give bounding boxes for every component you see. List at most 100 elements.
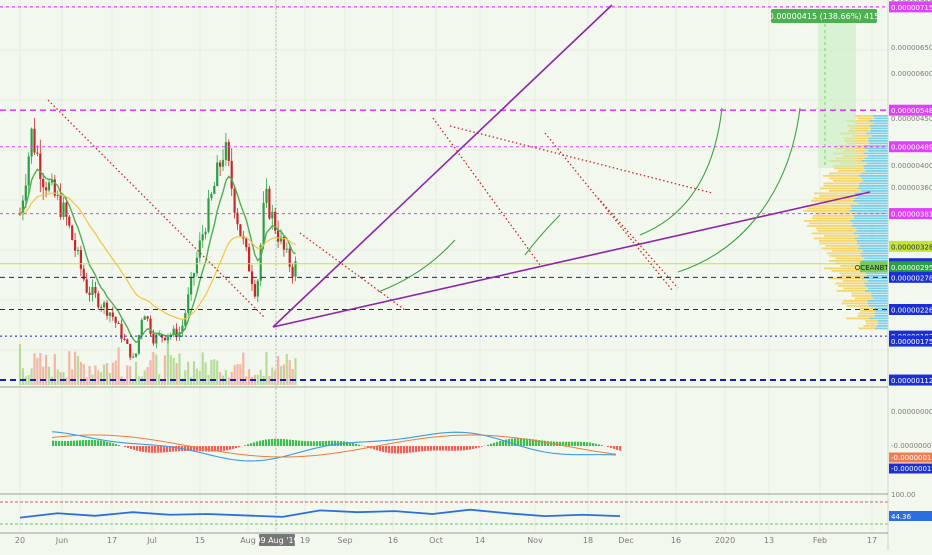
macd-histogram-bar: [208, 446, 210, 452]
macd-histogram-bar: [304, 441, 306, 446]
profile-bar-down: [863, 153, 888, 155]
profile-bar-down: [854, 215, 888, 217]
x-axis-label: 09 Aug '19: [255, 536, 298, 545]
macd-histogram-bar: [451, 446, 453, 451]
x-axis-label: 19: [300, 536, 310, 545]
macd-histogram-bar: [580, 442, 582, 446]
candle-body: [292, 267, 294, 277]
candle-body: [94, 287, 96, 293]
macd-histogram-bar: [310, 441, 312, 446]
profile-bar-up: [820, 188, 857, 190]
macd-histogram-bar: [289, 440, 291, 446]
macd-histogram-bar: [460, 446, 462, 451]
macd-histogram-bar: [607, 446, 609, 447]
macd-histogram-bar: [151, 446, 153, 453]
volume-bar: [228, 377, 230, 385]
macd-histogram-bar: [85, 440, 87, 446]
volume-bar: [283, 365, 285, 385]
macd-axis-tick: 0.00000000: [891, 408, 932, 416]
volume-bar: [225, 370, 227, 385]
x-axis-label: 16: [671, 536, 681, 545]
price-tag-text: 0.00000226: [891, 306, 932, 314]
candle-body: [115, 317, 117, 323]
macd-histogram-bar: [82, 440, 84, 446]
volume-bar: [147, 367, 149, 385]
profile-bar-down: [858, 203, 888, 205]
profile-bar-down: [859, 175, 888, 177]
candle-body: [141, 320, 143, 335]
candle-body: [216, 163, 218, 186]
volume-bar: [60, 372, 62, 385]
macd-histogram-bar: [229, 446, 231, 450]
profile-bar-up: [820, 243, 858, 245]
profile-bar-up: [814, 238, 855, 240]
volume-bar: [193, 361, 195, 385]
volume-bar: [80, 362, 82, 385]
profile-bar-down: [861, 173, 888, 175]
profile-bar-up: [804, 220, 850, 222]
volume-bar: [213, 359, 215, 385]
macd-axis-tick: -0.00000019: [891, 465, 932, 473]
profile-bar-down: [865, 148, 888, 150]
profile-bar-down: [873, 115, 888, 117]
descending-trendline: [598, 198, 678, 288]
profile-bar-down: [875, 313, 888, 315]
candle-body: [86, 279, 88, 292]
macd-histogram-bar: [511, 439, 513, 446]
profile-bar-down: [850, 220, 888, 222]
volume-bar: [219, 372, 221, 385]
profile-bar-down: [865, 290, 888, 292]
macd-histogram-bar: [421, 446, 423, 451]
profile-bar-up: [829, 190, 861, 192]
macd-histogram-bar: [307, 441, 309, 446]
macd-histogram-bar: [487, 445, 489, 446]
macd-histogram-bar: [70, 441, 72, 446]
x-axis-label: Sep: [337, 536, 352, 545]
macd-histogram-bar: [142, 446, 144, 452]
volume-bar: [289, 360, 291, 385]
macd-histogram-bar: [220, 446, 222, 451]
macd-histogram-bar: [253, 442, 255, 446]
volume-bar: [234, 365, 236, 385]
candle-body: [286, 249, 288, 250]
volume-bar: [205, 362, 207, 385]
profile-bar-down: [866, 285, 888, 287]
macd-histogram-bar: [244, 445, 246, 446]
macd-histogram-bar: [394, 446, 396, 453]
volume-bar: [106, 363, 108, 385]
price-axis-tick: 0.00000360: [891, 184, 932, 192]
profile-bar-up: [839, 273, 866, 275]
price-tag-text: 0.00000381: [891, 211, 932, 219]
descending-trendline: [433, 118, 540, 265]
macd-histogram-bar: [139, 446, 141, 451]
volume-bar: [100, 372, 102, 385]
profile-bar-down: [867, 303, 888, 305]
profile-bar-down: [859, 185, 888, 187]
profile-bar-down: [874, 118, 888, 120]
candle-body: [236, 213, 238, 225]
macd-histogram-bar: [232, 446, 234, 449]
macd-histogram-bar: [574, 442, 576, 446]
projection-arrow: [525, 215, 560, 255]
profile-bar-up: [813, 215, 854, 217]
macd-histogram-bar: [265, 440, 267, 446]
macd-histogram-bar: [175, 446, 177, 451]
macd-histogram-bar: [472, 446, 474, 449]
profile-bar-down: [854, 198, 888, 200]
volume-bar: [190, 377, 192, 385]
macd-histogram-bar: [103, 441, 105, 446]
macd-axis-tick: -0.00000006: [891, 442, 932, 450]
profile-bar-up: [835, 258, 864, 260]
x-axis-label: 20: [15, 536, 25, 545]
rsi-line: [20, 510, 620, 518]
volume-bar: [236, 364, 238, 385]
profile-bar-up: [832, 250, 863, 252]
profile-bar-down: [868, 155, 888, 157]
volume-bar: [184, 370, 186, 385]
macd-histogram-bar: [544, 441, 546, 446]
candle-body: [138, 335, 140, 353]
